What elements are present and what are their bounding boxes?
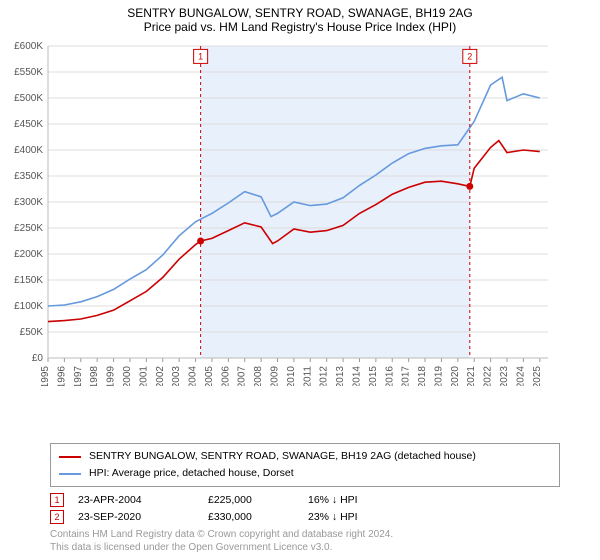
- x-tick-label: 2023: [499, 366, 510, 386]
- x-tick-label: 2011: [302, 366, 313, 386]
- y-tick-label: £350K: [14, 171, 43, 182]
- y-tick-label: £100K: [14, 301, 43, 312]
- sale-badge: 1: [50, 493, 64, 507]
- x-tick-label: 1998: [89, 366, 100, 386]
- x-tick-label: 2001: [138, 366, 149, 386]
- x-tick-label: 2009: [270, 366, 281, 386]
- sale-row: 1 23-APR-2004£225,00016% ↓ HPI: [50, 493, 560, 507]
- credits: Contains HM Land Registry data © Crown c…: [50, 528, 560, 554]
- y-tick-label: £150K: [14, 275, 43, 286]
- x-tick-label: 2004: [188, 366, 199, 386]
- x-tick-label: 2006: [220, 366, 231, 386]
- y-tick-label: £250K: [14, 223, 43, 234]
- sale-badge: 2: [50, 510, 64, 524]
- marker-dot: [466, 183, 473, 190]
- x-tick-label: 2016: [384, 366, 395, 386]
- credit-line-2: This data is licensed under the Open Gov…: [50, 541, 560, 554]
- x-tick-label: 2002: [155, 366, 166, 386]
- y-tick-label: £0: [32, 353, 44, 364]
- y-tick-label: £200K: [14, 249, 43, 260]
- sale-delta: 16% ↓ HPI: [308, 494, 438, 506]
- x-tick-label: 2005: [204, 366, 215, 386]
- x-tick-label: 2010: [286, 366, 297, 386]
- y-tick-label: £300K: [14, 197, 43, 208]
- sale-date: 23-APR-2004: [78, 494, 208, 506]
- legend-row: HPI: Average price, detached house, Dors…: [59, 465, 551, 482]
- x-tick-label: 2017: [401, 366, 412, 386]
- chart-svg: £0 £50K £100K £150K £200K £250K £300K £350K £400…: [0, 36, 560, 386]
- y-tick-label: £450K: [14, 119, 43, 130]
- y-tick-label: £550K: [14, 67, 43, 78]
- marker-badge-label: 1: [198, 51, 203, 61]
- x-tick-label: 2020: [450, 366, 461, 386]
- marker-badge-label: 2: [467, 51, 472, 61]
- sale-row: 2 23-SEP-2020£330,00023% ↓ HPI: [50, 510, 560, 524]
- x-tick-label: 2012: [319, 366, 330, 386]
- x-tick-label: 2000: [122, 366, 133, 386]
- x-tick-label: 2008: [253, 366, 264, 386]
- title-line-2: Price paid vs. HM Land Registry's House …: [10, 20, 590, 34]
- x-tick-label: 2021: [466, 366, 477, 386]
- credit-line-1: Contains HM Land Registry data © Crown c…: [50, 528, 560, 541]
- x-tick-label: 1999: [106, 366, 117, 386]
- footer: SENTRY BUNGALOW, SENTRY ROAD, SWANAGE, B…: [0, 439, 600, 560]
- x-tick-label: 2022: [483, 366, 494, 386]
- x-tick-label: 2003: [171, 366, 182, 386]
- x-tick-label: 2015: [368, 366, 379, 386]
- legend-swatch: [59, 473, 81, 475]
- x-tick-label: 2013: [335, 366, 346, 386]
- y-tick-label: £400K: [14, 145, 43, 156]
- x-tick-label: 1996: [56, 366, 67, 386]
- sales-rows: 1 23-APR-2004£225,00016% ↓ HPI 2 23-SEP-202…: [50, 493, 560, 524]
- x-tick-label: 2014: [351, 366, 362, 386]
- x-tick-label: 2024: [515, 366, 526, 386]
- marker-dot: [197, 238, 204, 245]
- sale-price: £225,000: [208, 494, 308, 506]
- y-tick-label: £500K: [14, 93, 43, 104]
- title-line-1: SENTRY BUNGALOW, SENTRY ROAD, SWANAGE, B…: [10, 6, 590, 20]
- x-tick-label: 1995: [40, 366, 51, 386]
- x-tick-label: 1997: [73, 366, 84, 386]
- legend-box: SENTRY BUNGALOW, SENTRY ROAD, SWANAGE, B…: [50, 443, 560, 487]
- legend-row: SENTRY BUNGALOW, SENTRY ROAD, SWANAGE, B…: [59, 448, 551, 465]
- y-tick-label: £50K: [20, 327, 44, 338]
- chart-area: £0 £50K £100K £150K £200K £250K £300K £350K £400…: [0, 36, 600, 439]
- legend-swatch: [59, 456, 81, 458]
- chart-titles: SENTRY BUNGALOW, SENTRY ROAD, SWANAGE, B…: [0, 0, 600, 36]
- x-tick-label: 2025: [532, 366, 543, 386]
- legend-label: HPI: Average price, detached house, Dors…: [89, 465, 294, 482]
- sale-date: 23-SEP-2020: [78, 511, 208, 523]
- x-tick-label: 2019: [433, 366, 444, 386]
- y-tick-label: £600K: [14, 41, 43, 52]
- sale-price: £330,000: [208, 511, 308, 523]
- x-tick-label: 2018: [417, 366, 428, 386]
- sale-delta: 23% ↓ HPI: [308, 511, 438, 523]
- x-tick-label: 2007: [237, 366, 248, 386]
- legend-label: SENTRY BUNGALOW, SENTRY ROAD, SWANAGE, B…: [89, 448, 476, 465]
